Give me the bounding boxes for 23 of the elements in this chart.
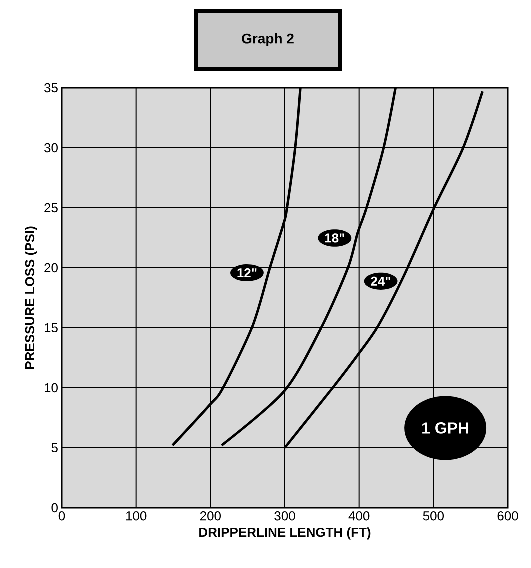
series-label: 12" (238, 268, 257, 278)
y-tick-label: 10 (44, 383, 58, 393)
y-tick-label: 15 (44, 323, 58, 333)
x-tick-label: 500 (423, 512, 444, 521)
series-label: 24" (371, 276, 390, 286)
y-tick-label: 25 (44, 203, 58, 213)
series-label: 18" (325, 234, 344, 243)
x-tick-label: 200 (200, 512, 222, 521)
annotation: 1 GPH (422, 422, 468, 434)
x-axis-title: DRIPPERLINE LENGTH (FT) (200, 528, 371, 540)
x-tick-label: 300 (274, 512, 296, 521)
x-tick-label: 400 (348, 512, 370, 521)
chart-title: Graph 2 (242, 33, 294, 47)
x-tick-label: 600 (498, 512, 518, 521)
y-tick-label: 5 (52, 443, 58, 453)
y-tick-label: 35 (44, 83, 58, 93)
line-series (284, 90, 484, 450)
y-tick-label: 30 (44, 143, 58, 153)
x-tick-label: 0 (58, 512, 66, 521)
x-tick-label: 100 (126, 512, 147, 521)
y-axis-title: PRESSURE LOSS (PSI) (25, 226, 38, 370)
y-tick-label: 0 (52, 503, 58, 513)
y-tick-label: 20 (44, 263, 58, 273)
